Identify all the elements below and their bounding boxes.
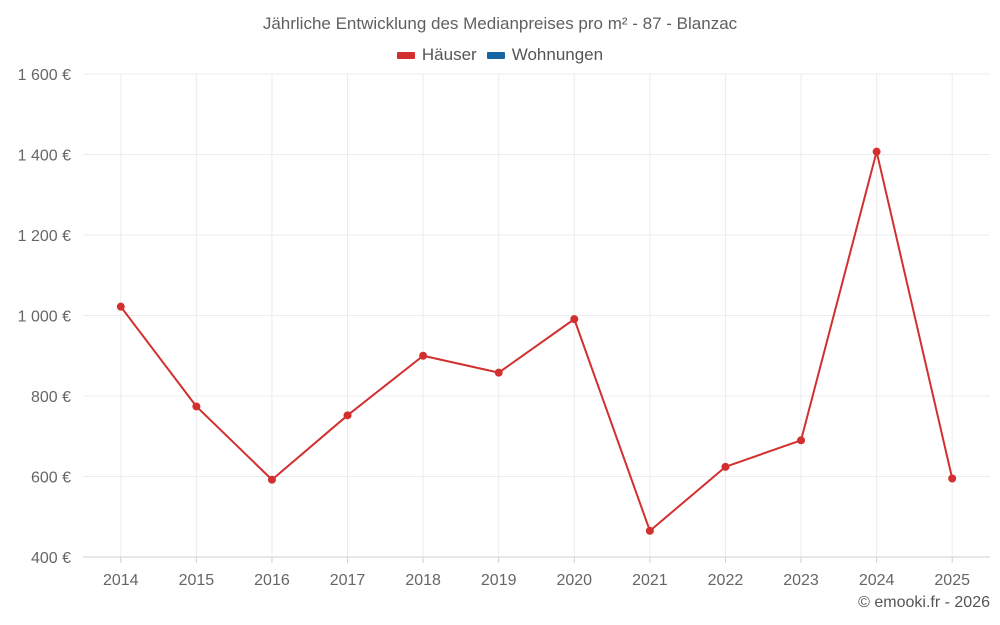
- y-tick-label: 1 200 €: [18, 228, 71, 245]
- legend-swatch-wohnungen: [486, 51, 505, 59]
- data-point: [116, 302, 125, 311]
- x-tick-label: 2014: [103, 572, 139, 589]
- legend-label-wohnungen: Wohnungen: [511, 45, 604, 64]
- legend-item-wohnungen[interactable]: Wohnungen: [486, 45, 604, 65]
- data-point: [419, 351, 428, 360]
- x-tick-label: 2019: [481, 572, 517, 589]
- data-point: [797, 436, 806, 445]
- data-point: [872, 147, 881, 156]
- data-point: [570, 315, 579, 324]
- y-tick-label: 600 €: [31, 470, 71, 487]
- y-tick-label: 800 €: [31, 389, 71, 406]
- y-tick-label: 1 000 €: [18, 309, 71, 326]
- x-tick-label: 2021: [632, 572, 668, 589]
- data-point: [343, 411, 352, 420]
- y-tick-label: 400 €: [31, 550, 71, 567]
- x-tick-label: 2024: [859, 572, 895, 589]
- data-point: [192, 402, 201, 411]
- y-tick-label: 1 400 €: [18, 148, 71, 165]
- y-tick-label: 1 600 €: [18, 67, 71, 84]
- series-line-0: [119, 150, 954, 532]
- data-point: [267, 475, 276, 484]
- x-tick-label: 2020: [556, 572, 592, 589]
- x-tick-label: 2025: [934, 572, 970, 589]
- x-tick-label: 2018: [405, 572, 441, 589]
- chart-title: Jährliche Entwicklung des Medianpreises …: [262, 14, 738, 33]
- data-point: [948, 474, 957, 483]
- legend-swatch-haeuser: [396, 51, 415, 59]
- data-point: [721, 462, 730, 471]
- data-point: [645, 526, 654, 535]
- legend-label-haeuser: Häuser: [421, 45, 477, 64]
- data-point: [494, 368, 503, 377]
- x-tick-label: 2023: [783, 572, 819, 589]
- x-tick-label: 2022: [708, 572, 744, 589]
- x-tick-label: 2017: [330, 572, 366, 589]
- x-tick-label: 2015: [179, 572, 215, 589]
- x-tick-label: 2016: [254, 572, 290, 589]
- legend-item-haeuser[interactable]: Häuser: [396, 45, 477, 65]
- legend: Häuser Wohnungen: [0, 45, 1000, 65]
- credit-text: © emooki.fr - 2026: [858, 594, 990, 611]
